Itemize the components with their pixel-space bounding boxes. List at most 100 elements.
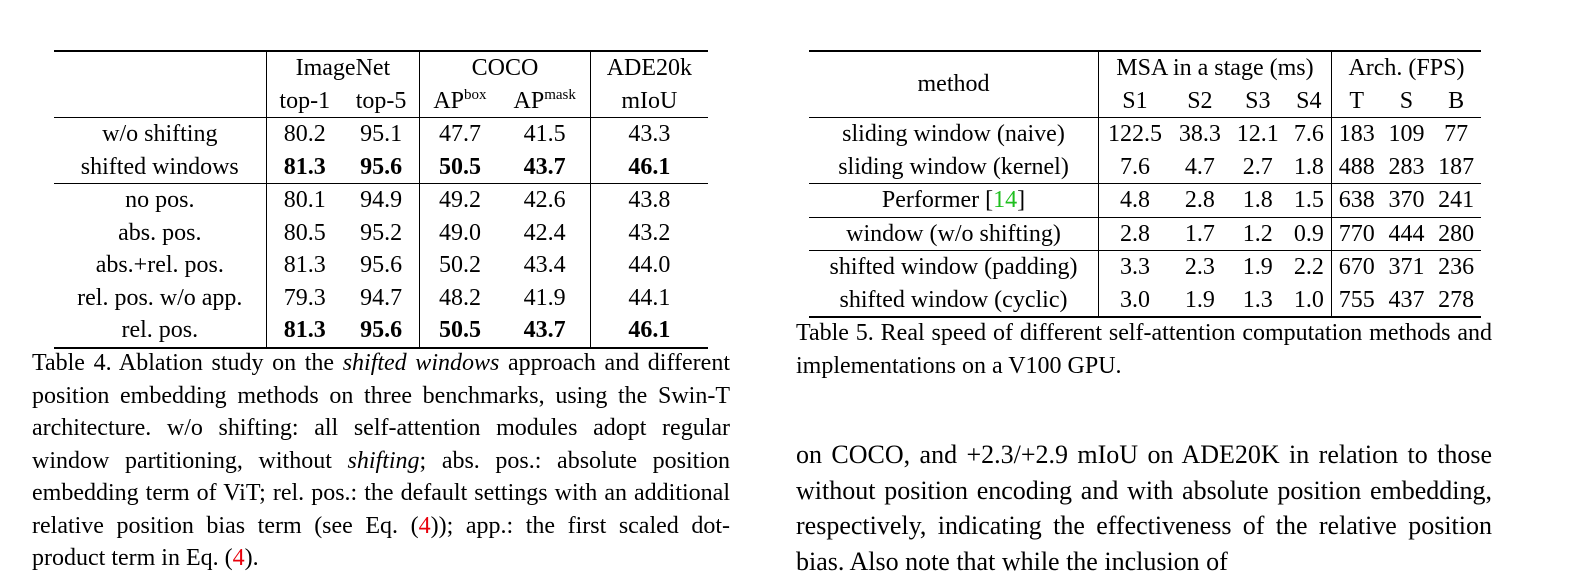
cell-b: 236 — [1431, 250, 1481, 284]
cell-s3: 2.7 — [1242, 153, 1273, 180]
ade20k-header: ADE20k — [589, 50, 708, 85]
method-cell: sliding window (naive) — [809, 117, 1099, 151]
cell-s3: 1.8 — [1228, 183, 1287, 217]
method-cell: sliding window (kernel) — [838, 153, 1069, 180]
table-row: shifted window (padding) 3.3 2.3 1.9 2.2… — [809, 250, 1481, 284]
cell-b: 280 — [1431, 216, 1481, 251]
apbox-header: APbox — [419, 84, 500, 118]
cell-t: 670 — [1330, 250, 1382, 284]
table-row: abs. pos. 80.5 95.2 49.0 42.4 43.2 — [54, 216, 708, 249]
cell-s: 371 — [1381, 250, 1432, 284]
table4-sub-header-row: top-1 top-5 APbox APmask mIoU — [54, 84, 708, 118]
cell-b: 278 — [1431, 283, 1481, 318]
apmask-header: APmask — [513, 86, 576, 114]
table4-group-header-row: ImageNet COCO ADE20k — [54, 50, 708, 85]
cell-s2: 2.8 — [1170, 183, 1229, 217]
table5-group-header-row: method MSA in a stage (ms) Arch. (FPS) — [809, 50, 1481, 118]
table-row: window (w/o shifting) 2.8 1.7 1.2 0.9 77… — [809, 216, 1481, 251]
cell-s2: 1.9 — [1170, 283, 1229, 318]
cell-apmask: 42.4 — [523, 219, 566, 246]
cell-s1: 4.8 — [1097, 183, 1171, 217]
table-row: w/o shifting 80.2 95.1 47.7 41.5 43.3 — [54, 117, 708, 151]
cell-miou: 44.0 — [589, 249, 708, 282]
table-row: shifted windows 81.3 95.6 50.5 43.7 46.1 — [54, 150, 708, 184]
method-cell: window (w/o shifting) — [809, 216, 1099, 251]
cell-s1: 2.8 — [1097, 216, 1171, 251]
msa-header: MSA in a stage (ms) — [1098, 50, 1332, 85]
table-row: abs.+rel. pos. 81.3 95.6 50.2 43.4 44.0 — [54, 249, 708, 282]
cell-miou: 43.8 — [589, 183, 708, 217]
cell-t: 183 — [1330, 117, 1382, 151]
cell-top5: 94.7 — [360, 284, 403, 311]
table-row: rel. pos. 81.3 95.6 50.5 43.7 46.1 — [54, 314, 708, 349]
cell-miou: 44.1 — [589, 281, 708, 314]
top1-header: top-1 — [265, 84, 343, 118]
equation-reference[interactable]: 4 — [232, 545, 245, 571]
table-row: rel. pos. w/o app. 79.3 94.7 48.2 41.9 4… — [54, 281, 708, 314]
table-row: no pos. 80.1 94.9 49.2 42.6 43.8 — [54, 183, 708, 217]
cell-top1: 81.3 — [265, 314, 343, 349]
cell-apbox: 47.7 — [419, 117, 500, 151]
cell-top5: 95.6 — [342, 314, 420, 349]
cell-top1: 80.2 — [265, 117, 343, 151]
cell-b: 77 — [1431, 117, 1481, 151]
cell-t: 488 — [1330, 150, 1382, 184]
s1-header: S1 — [1097, 84, 1171, 118]
table-4-caption: Table 4. Ablation study on the shifted w… — [32, 350, 730, 571]
row-label: no pos. — [54, 183, 267, 217]
cell-t: 638 — [1330, 183, 1382, 217]
cell-top5: 95.6 — [360, 252, 403, 278]
table-row: sliding window (naive) 122.5 38.3 12.1 7… — [809, 117, 1481, 151]
cell-top5: 95.6 — [360, 153, 403, 180]
coco-header: COCO — [419, 50, 591, 85]
cell-b: 187 — [1438, 153, 1475, 180]
method-cell: shifted window (cyclic) — [809, 283, 1099, 318]
cell-apmask: 43.7 — [523, 153, 566, 180]
cell-apmask: 43.7 — [499, 314, 591, 349]
cell-miou: 46.1 — [589, 314, 708, 349]
cell-apmask: 42.6 — [499, 183, 591, 217]
s2-header: S2 — [1187, 87, 1213, 114]
cell-apbox: 50.2 — [419, 249, 500, 282]
cell-s4: 7.6 — [1286, 117, 1332, 151]
cell-top1: 81.3 — [265, 150, 343, 184]
cell-s4: 1.8 — [1293, 153, 1324, 180]
s3-header: S3 — [1245, 87, 1271, 114]
cell-s4: 1.5 — [1286, 183, 1332, 217]
s-header: S — [1399, 87, 1414, 114]
cell-s2: 1.7 — [1170, 216, 1229, 251]
cell-s: 370 — [1381, 183, 1432, 217]
cell-apbox: 50.5 — [419, 150, 500, 184]
row-label: rel. pos. — [54, 314, 267, 349]
cell-s3: 1.2 — [1228, 216, 1287, 251]
cell-t: 770 — [1330, 216, 1382, 251]
body-paragraph: on COCO, and +2.3/+2.9 mIoU on ADE20K in… — [796, 440, 1492, 576]
cell-s1: 3.3 — [1097, 250, 1171, 284]
cell-top1: 80.1 — [265, 183, 343, 217]
arch-header: Arch. (FPS) — [1330, 50, 1481, 85]
cell-s2: 2.3 — [1170, 250, 1229, 284]
row-label: abs.+rel. pos. — [95, 252, 224, 278]
cell-s1: 122.5 — [1097, 117, 1171, 151]
s4-header: S4 — [1296, 87, 1322, 114]
cell-top1: 81.3 — [265, 249, 343, 282]
cell-s3: 1.9 — [1228, 250, 1287, 284]
cell-apmask: 41.5 — [499, 117, 591, 151]
cell-miou: 46.1 — [589, 150, 708, 184]
equation-reference[interactable]: 4 — [418, 512, 431, 539]
cell-s: 437 — [1381, 283, 1432, 318]
row-label: abs. pos. — [118, 219, 202, 246]
table-5: method MSA in a stage (ms) Arch. (FPS) S… — [809, 50, 1481, 318]
cell-s4: 2.2 — [1286, 250, 1332, 284]
cell-s2: 38.3 — [1170, 117, 1229, 151]
row-label: rel. pos. w/o app. — [77, 284, 243, 311]
cell-s3: 12.1 — [1228, 117, 1287, 151]
cell-s: 283 — [1388, 153, 1425, 180]
method-header: method — [809, 50, 1099, 118]
citation-link[interactable]: 14 — [993, 187, 1018, 213]
cell-s2: 4.7 — [1184, 153, 1215, 180]
cell-top1: 79.3 — [265, 281, 343, 314]
cell-t: 755 — [1330, 283, 1382, 318]
table5-sub-header-row: S1 S2 S3 S4 T S B — [809, 84, 1481, 118]
cell-apbox: 50.5 — [419, 314, 500, 349]
